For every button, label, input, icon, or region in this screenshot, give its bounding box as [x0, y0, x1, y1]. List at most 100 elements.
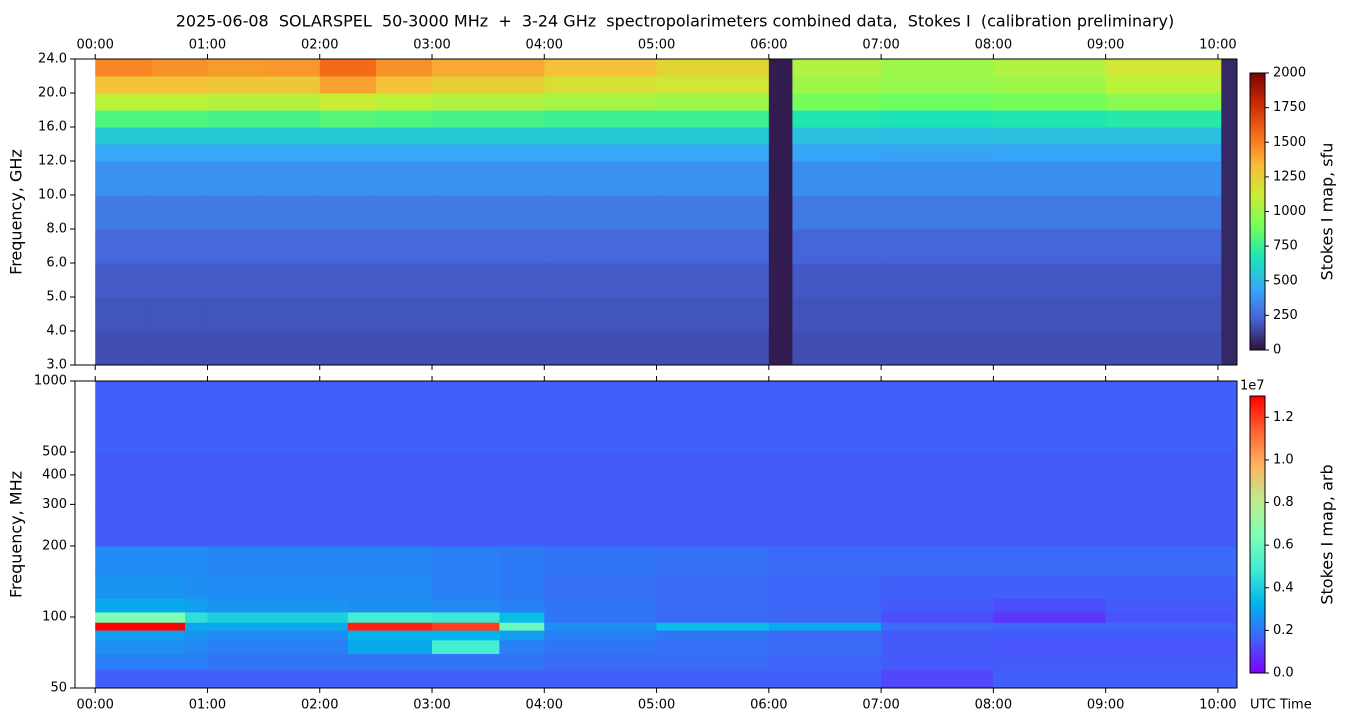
heatmap-cell — [319, 297, 377, 332]
heatmap-cell — [432, 263, 545, 298]
heatmap-cell — [993, 611, 1107, 623]
colorbar-tick-label: 0 — [1273, 343, 1281, 358]
heatmap-cell — [768, 639, 882, 655]
heatmap-cell — [1221, 229, 1238, 264]
heatmap-cell — [656, 263, 770, 298]
heatmap-cell — [207, 575, 349, 599]
heatmap-cell — [263, 93, 321, 111]
heatmap-cell — [347, 598, 433, 613]
heatmap-cell — [347, 575, 433, 599]
heatmap-cell — [95, 452, 186, 505]
heatmap-cell — [993, 575, 1107, 599]
heatmap-cell — [499, 575, 545, 599]
heatmap-cell — [1105, 575, 1238, 599]
heatmap-cell — [1105, 598, 1238, 613]
heatmap-cell — [319, 93, 377, 111]
heatmap-cell — [768, 144, 793, 162]
plot-area — [75, 59, 1238, 366]
y-tick-label: 3.0 — [46, 358, 67, 373]
x-tick-label: 02:00 — [301, 38, 338, 53]
heatmap-cell — [151, 161, 208, 196]
heatmap-cell — [881, 110, 994, 128]
heatmap-cell — [499, 381, 545, 453]
heatmap-cell — [207, 93, 265, 111]
heatmap-cell — [1105, 545, 1238, 576]
y-tick-label: 24.0 — [38, 52, 67, 67]
heatmap-cell — [881, 127, 994, 145]
heatmap-cell — [432, 229, 545, 264]
heatmap-cell — [993, 110, 1107, 128]
heatmap-cell — [319, 161, 377, 196]
heatmap-cell — [1105, 622, 1238, 631]
y-tick-label: 8.0 — [46, 222, 67, 237]
heatmap-cell — [432, 381, 500, 453]
heatmap-cell — [881, 59, 994, 77]
heatmap-cell — [544, 622, 658, 631]
heatmap-cell — [768, 622, 882, 631]
chart-title: 2025-06-08 SOLARSPEL 50-3000 MHz + 3-24 … — [176, 12, 1175, 31]
heatmap-cell — [185, 622, 208, 631]
heatmap-cell — [1105, 331, 1222, 366]
heatmap-cell — [151, 59, 208, 77]
heatmap-cell — [544, 598, 658, 613]
heatmap-cell — [185, 598, 208, 613]
heatmap-cell — [263, 110, 321, 128]
heatmap-cell — [432, 144, 545, 162]
y-axis-label: Frequency, MHz — [7, 471, 26, 598]
heatmap-cell — [768, 653, 882, 670]
heatmap-cell — [1105, 93, 1222, 111]
heatmap-cell — [768, 452, 882, 505]
y-tick-label: 400 — [42, 467, 67, 482]
heatmap-cell — [375, 263, 433, 298]
heatmap-cell — [432, 630, 500, 641]
heatmap-cell — [881, 630, 994, 641]
heatmap-cell — [207, 331, 265, 366]
heatmap-cell — [993, 93, 1107, 111]
heatmap-cell — [881, 504, 994, 547]
heatmap-cell — [319, 110, 377, 128]
heatmap-cell — [768, 381, 882, 453]
heatmap-cell — [656, 611, 770, 623]
heatmap-cell — [1221, 161, 1238, 196]
heatmap-cell — [432, 93, 545, 111]
heatmap-cell — [544, 381, 658, 453]
heatmap-cell — [432, 59, 545, 77]
heatmap-cell — [993, 639, 1107, 655]
heatmap-cell — [207, 297, 265, 332]
heatmap-cell — [881, 381, 994, 453]
heatmap-cell — [499, 598, 545, 613]
heatmap-cell — [768, 263, 793, 298]
x-tick-label: 08:00 — [975, 38, 1012, 53]
heatmap-cell — [263, 59, 321, 77]
heatmap-cell — [432, 331, 545, 366]
heatmap-cell — [151, 76, 208, 94]
heatmap-cell — [544, 611, 658, 623]
x-tick-label: 01:00 — [189, 38, 226, 53]
heatmap-cell — [151, 144, 208, 162]
heatmap-cell — [768, 669, 882, 689]
heatmap-cell — [499, 504, 545, 547]
heatmap-cell — [432, 504, 500, 547]
heatmap-cell — [95, 622, 186, 631]
colorbar-tick-label: 750 — [1273, 239, 1298, 254]
heatmap-cell — [432, 127, 545, 145]
heatmap-cell — [544, 331, 658, 366]
heatmap-cell — [993, 381, 1107, 453]
heatmap-cell — [263, 229, 321, 264]
heatmap-cell — [95, 59, 152, 77]
heatmap-cell — [95, 598, 186, 613]
heatmap-cell — [544, 76, 658, 94]
heatmap-cell — [432, 622, 500, 631]
heatmap-cell — [1105, 611, 1238, 623]
heatmap-cell — [768, 229, 793, 264]
heatmap-cell — [656, 110, 770, 128]
heatmap-cell — [993, 545, 1107, 576]
heatmap-cell — [1105, 110, 1222, 128]
heatmap-cell — [881, 195, 994, 230]
heatmap-cell — [1105, 195, 1222, 230]
heatmap-cell — [544, 229, 658, 264]
heatmap-cell — [768, 545, 882, 576]
heatmap-cell — [151, 110, 208, 128]
y-tick-label: 12.0 — [38, 154, 67, 169]
heatmap-cell — [656, 669, 770, 689]
